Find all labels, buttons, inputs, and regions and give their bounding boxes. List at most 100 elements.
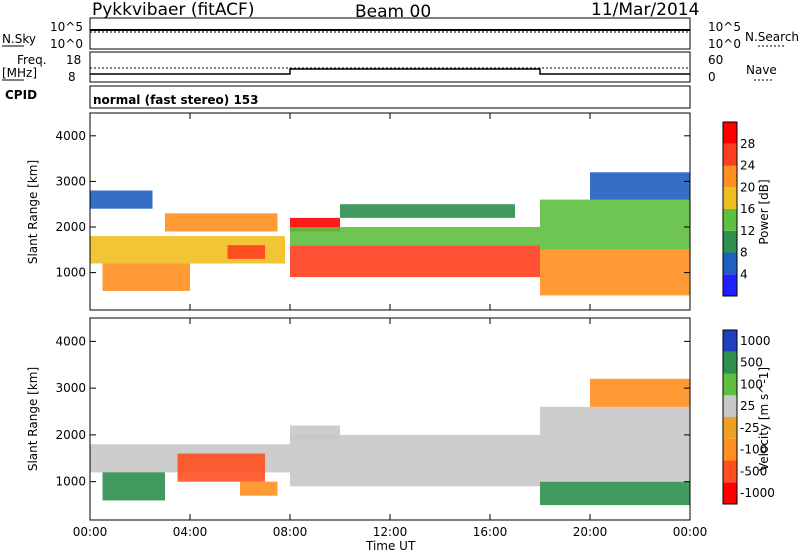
x-tick-label: 04:00 [173,525,208,539]
freq-panel-frame [89,51,691,83]
velocity-region-7 [540,406,690,482]
x-tick-label: 08:00 [273,525,308,539]
velocity-ytick-label: 1000 [55,475,86,489]
velocity-colorbar-frame [722,329,738,505]
power-region-11 [590,172,690,200]
power-colorbar-tick: 16 [740,202,755,216]
power-colorbar-segment [723,274,737,297]
velocity-ytick-label: 3000 [55,381,86,395]
velocity-colorbar-tick: -1000 [740,486,775,500]
x-tick-label: 00:00 [73,525,108,539]
power-ytick-label: 1000 [55,266,86,280]
power-region-7 [290,227,540,246]
power-colorbar-frame [722,121,738,297]
velocity-colorbar-segment [723,460,737,483]
nsky-panel-frame [89,17,691,50]
cpid-panel-frame [89,85,691,109]
x-tick-label: 20:00 [573,525,608,539]
nsky-panel [2,17,784,50]
velocity-colorbar-segment [723,395,737,418]
power-y-label: Slant Range [km] [26,160,40,264]
power-colorbar-tick: 20 [740,180,755,194]
power-colorbar-tick: 4 [740,267,748,281]
power-region-4 [227,245,265,259]
beam-title: Beam 00 [355,2,432,22]
power-colorbar-segment [723,252,737,275]
velocity-colorbar-label: Velocity [m s^-1] [757,367,771,471]
velocity-region-2 [177,453,265,482]
nsearch-label: N.Search [745,30,800,44]
velocity-panel: 1000 2000 3000 4000 [55,317,691,521]
velocity-y-ticks: 1000 2000 3000 4000 [55,334,690,489]
freq-tick-top: 18 [66,53,82,67]
velocity-colorbar-segment [723,482,737,505]
x-tick-label: 16:00 [473,525,508,539]
power-colorbar-tick: 24 [740,159,755,173]
power-region-6 [290,245,540,278]
velocity-colorbar: 1000 500 100 25 -25 -100 -500 -1000 [722,329,775,505]
velocity-ytick-label: 2000 [55,428,86,442]
power-colorbar-segment [723,209,737,231]
velocity-ytick-label: 4000 [55,334,86,348]
velocity-colorbar-tick: -25 [740,421,760,435]
velocity-region-1 [102,472,165,501]
velocity-region-4 [290,434,540,487]
velocity-region-6 [540,481,690,506]
nsky-tick-bottom: 10^0 [50,37,83,51]
velocity-y-label: Slant Range [km] [26,367,40,471]
velocity-cells [90,378,690,506]
velocity-colorbar-tick: 100 [740,377,763,391]
power-cells [90,172,690,296]
x-ticks: 00:00 04:00 08:00 12:00 16:00 20:00 00:00 [73,113,708,539]
velocity-colorbar-segment [723,417,737,439]
date-title: 11/Mar/2014 [591,0,700,20]
power-panel: 1000 2000 3000 4000 [55,112,691,311]
power-colorbar-segment [723,230,737,253]
velocity-colorbar-tick: -100 [740,443,767,457]
power-ytick-label: 3000 [55,174,86,188]
velocity-colorbar-tick: -500 [740,464,767,478]
freq-label: Freq. [17,53,47,67]
power-region-2 [90,190,153,209]
power-colorbar-tick: 8 [740,246,748,260]
velocity-region-5 [290,425,340,440]
freq-unit: [MHz] [2,66,38,80]
power-region-10 [540,199,690,250]
freq-trace [90,68,690,75]
cpid-value: normal (fast stereo) 153 [93,93,259,107]
cpid-label: CPID [5,88,38,102]
power-colorbar-segment [723,187,737,210]
velocity-region-8 [590,378,690,407]
velocity-colorbar-segment [723,330,737,352]
nave-tick-bottom: 0 [708,70,716,84]
freq-tick-bottom: 8 [68,70,76,84]
power-region-9 [540,249,690,296]
power-colorbar-segment [723,143,737,166]
x-tick-label: 12:00 [373,525,408,539]
power-y-ticks: 1000 2000 3000 4000 [55,129,690,280]
velocity-region-3 [240,481,278,496]
x-tick-label: 00:00 [673,525,708,539]
power-colorbar-tick: 28 [740,137,755,151]
velocity-colorbar-segment [723,351,737,374]
power-region-1 [102,263,190,291]
nsky-label: N.Sky [2,32,37,46]
nave-label: Nave [746,63,777,77]
freq-panel [2,51,774,83]
x-axis-label: Time UT [366,539,416,553]
power-ytick-label: 4000 [55,129,86,143]
nsearch-tick-bottom: 10^0 [708,37,741,51]
power-region-3 [165,213,278,232]
velocity-colorbar-segment [723,373,737,396]
velocity-colorbar-tick: 25 [740,399,755,413]
nsky-tick-top: 10^5 [50,20,83,34]
velocity-colorbar-tick: 1000 [740,334,771,348]
power-ytick-label: 2000 [55,220,86,234]
nsearch-tick-top: 10^5 [708,20,741,34]
power-colorbar: 4 8 12 16 20 24 28 [722,121,755,297]
velocity-colorbar-tick: 500 [740,356,763,370]
nave-tick-top: 60 [708,53,724,67]
power-colorbar-label: Power [dB] [757,179,771,244]
power-region-8 [340,204,515,218]
